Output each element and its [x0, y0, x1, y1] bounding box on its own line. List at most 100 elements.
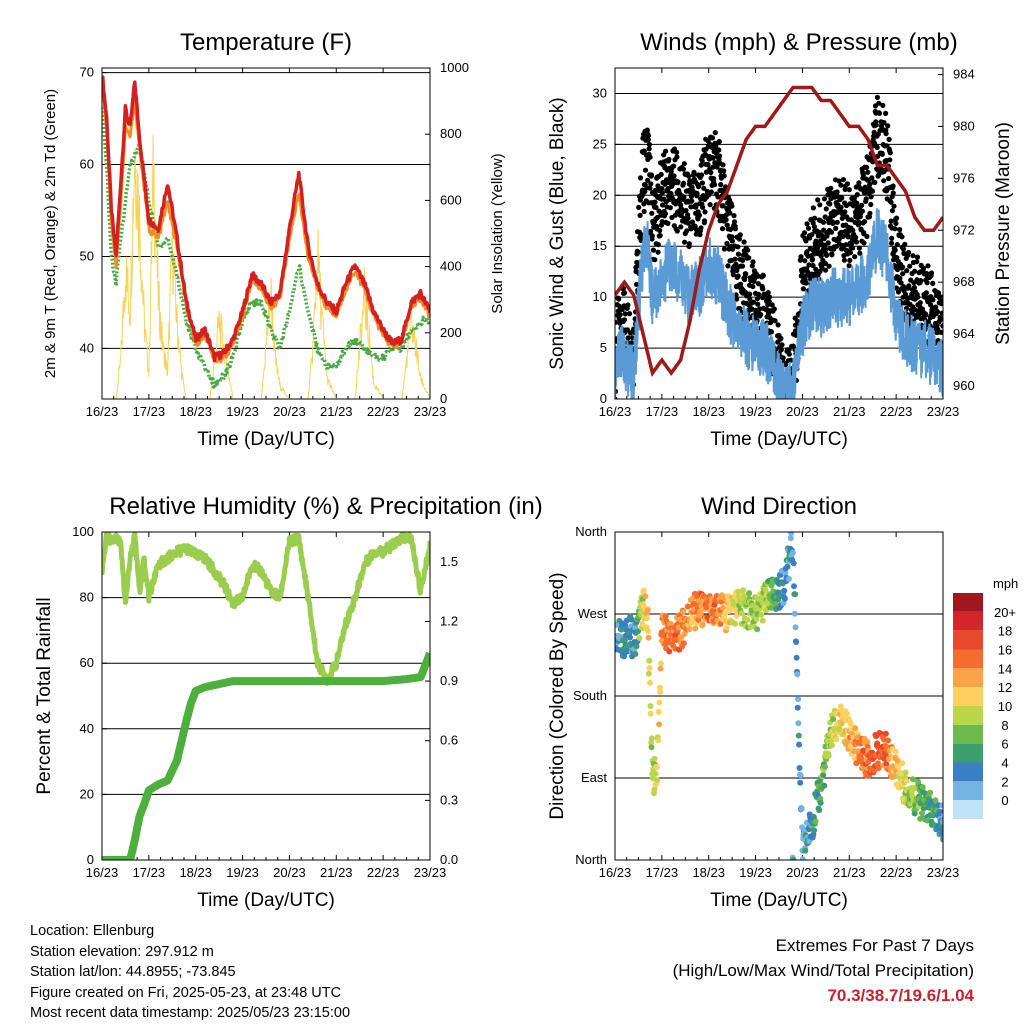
direction-point: [843, 710, 850, 717]
gust-point: [689, 193, 695, 199]
gust-point: [745, 247, 751, 253]
gust-point: [699, 180, 706, 186]
gust-point: [740, 257, 746, 263]
gust-point: [899, 264, 906, 270]
gust-point: [716, 138, 722, 145]
gust-point: [648, 181, 654, 187]
gust-point: [755, 301, 761, 307]
y-right-tick-label: 968: [953, 274, 975, 289]
colorbar-label: 4: [1001, 756, 1008, 771]
gust-point: [938, 329, 943, 335]
y-axis-label-right: Solar Insolation (Yellow): [489, 153, 506, 313]
gust-point: [874, 144, 880, 150]
colorbar-label: 6: [1001, 737, 1008, 752]
gust-point: [915, 294, 921, 300]
series-solar-line: [102, 134, 430, 399]
gust-point: [666, 180, 672, 186]
gust-point: [843, 242, 849, 248]
gust-point: [900, 271, 906, 277]
direction-point: [791, 583, 797, 590]
colorbar-swatch: [953, 706, 983, 725]
gust-point: [655, 249, 661, 255]
direction-point: [939, 818, 943, 825]
gust-point: [634, 281, 640, 288]
direction-point: [847, 720, 854, 727]
gust-point: [906, 249, 912, 256]
gust-point: [788, 357, 794, 363]
gust-point: [642, 167, 649, 173]
y-right-tick-label: 1.2: [440, 613, 458, 628]
y-tick-label: South: [573, 688, 607, 703]
direction-point: [717, 620, 724, 627]
gust-point: [780, 355, 786, 361]
x-tick-label: 19/23: [739, 404, 772, 419]
direction-point: [788, 532, 795, 537]
direction-point: [732, 620, 738, 627]
gust-point: [834, 189, 840, 195]
colorbar-swatch: [953, 687, 983, 706]
gust-point: [888, 199, 894, 205]
gust-point: [867, 210, 873, 216]
direction-point: [782, 570, 789, 577]
x-tick-label: 23/23: [414, 404, 447, 419]
direction-point: [639, 620, 646, 627]
elevation-text: Station elevation: 297.912 m: [30, 943, 214, 960]
gust-point: [890, 190, 896, 196]
direction-point: [795, 720, 802, 727]
gust-point: [708, 169, 714, 176]
gust-point: [655, 242, 661, 248]
series-rh-line: [102, 532, 430, 686]
direction-point: [746, 590, 753, 597]
direction-point: [895, 763, 901, 770]
gust-point: [758, 312, 764, 318]
direction-point: [684, 603, 691, 610]
direction-point: [781, 595, 788, 602]
plot-frame: [614, 67, 944, 400]
gust-point: [755, 281, 762, 287]
y-right-tick-label: 980: [953, 118, 975, 133]
direction-point: [817, 795, 824, 802]
gust-point: [838, 204, 844, 210]
series-pressure-line: [615, 85, 943, 377]
gust-point: [935, 290, 942, 296]
direction-point: [793, 639, 800, 645]
gust-point: [699, 158, 705, 164]
gust-point: [860, 172, 866, 178]
direction-point: [759, 617, 766, 624]
y-tick-label: 40: [80, 721, 94, 736]
direction-point: [796, 765, 803, 771]
gust-point: [771, 306, 777, 312]
gust-point: [897, 275, 903, 281]
direction-point: [754, 626, 761, 633]
gust-point: [904, 268, 910, 274]
direction-point: [645, 628, 652, 635]
plot-area: [615, 532, 943, 860]
gust-point: [713, 143, 719, 149]
series-dewpoint-line: [102, 106, 430, 389]
direction-point: [897, 770, 904, 777]
gust-point: [635, 249, 641, 255]
gust-point: [629, 340, 635, 346]
colorbar-label: 0: [1001, 793, 1008, 808]
gust-point: [821, 196, 828, 202]
gust-point: [696, 212, 702, 218]
direction-point: [627, 634, 633, 641]
created-text: Figure created on Fri, 2025-05-23, at 23…: [30, 984, 342, 1001]
direction-point: [692, 625, 699, 632]
gust-point: [750, 283, 756, 290]
gust-point: [716, 153, 723, 159]
x-tick-label: 23/23: [927, 865, 960, 880]
direction-point: [647, 703, 654, 710]
gust-point: [822, 260, 829, 267]
direction-point: [938, 827, 943, 834]
gust-point: [663, 148, 669, 154]
gust-point: [876, 100, 882, 106]
gust-point: [721, 246, 728, 252]
y-right-tick-label: 600: [440, 192, 462, 207]
extremes-title: Extremes For Past 7 Days: [775, 936, 974, 955]
direction-point: [772, 601, 779, 608]
gust-point: [885, 123, 891, 129]
gust-point: [769, 302, 775, 308]
x-tick-label: 21/23: [320, 865, 353, 880]
extremes-subtitle: (High/Low/Max Wind/Total Precipitation): [672, 961, 974, 980]
